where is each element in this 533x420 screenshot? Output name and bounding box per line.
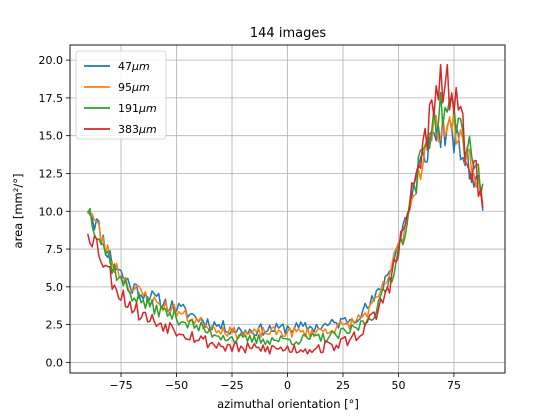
- legend-label-2: 191μm: [118, 102, 157, 115]
- series-line-3: [87, 63, 484, 355]
- y-tick-label: 2.5: [46, 319, 64, 332]
- legend-box: [75, 50, 167, 140]
- y-tick-label: 17.5: [39, 92, 64, 105]
- x-tick-label: 25: [336, 379, 350, 392]
- legend-label-0: 47μm: [118, 60, 150, 73]
- y-tick-label: 10.0: [39, 205, 64, 218]
- x-tick-label: 50: [391, 379, 405, 392]
- x-tick-label: −25: [220, 379, 243, 392]
- y-tick-label: 0.0: [46, 356, 64, 369]
- x-tick-label: −50: [165, 379, 188, 392]
- legend-label-3: 383μm: [118, 123, 157, 136]
- x-axis-label: azimuthal orientation [°]: [217, 397, 359, 411]
- y-axis-label: area [mm²/°]: [11, 174, 25, 249]
- chart-title: 144 images: [250, 26, 326, 41]
- y-tick-label: 12.5: [39, 167, 64, 180]
- legend-label-1: 95μm: [118, 81, 150, 94]
- x-tick-label: −75: [109, 379, 132, 392]
- x-tick-label: 0: [284, 379, 291, 392]
- plot-area: −75 −50 −25 0 25 50 75 0.0 2.5 5.0 7.5 10.0 12.5 15.0…: [39, 44, 506, 392]
- series-line-2: [87, 91, 484, 346]
- y-tick-label: 5.0: [46, 281, 64, 294]
- y-tick-label: 15.0: [39, 130, 64, 143]
- axes-frame: [69, 44, 506, 374]
- y-tick-label: 20.0: [39, 54, 64, 67]
- y-tick-label: 7.5: [46, 243, 64, 256]
- legend: 47μm 95μm 191μm 383μm: [75, 50, 167, 140]
- x-tick-label: 75: [447, 379, 461, 392]
